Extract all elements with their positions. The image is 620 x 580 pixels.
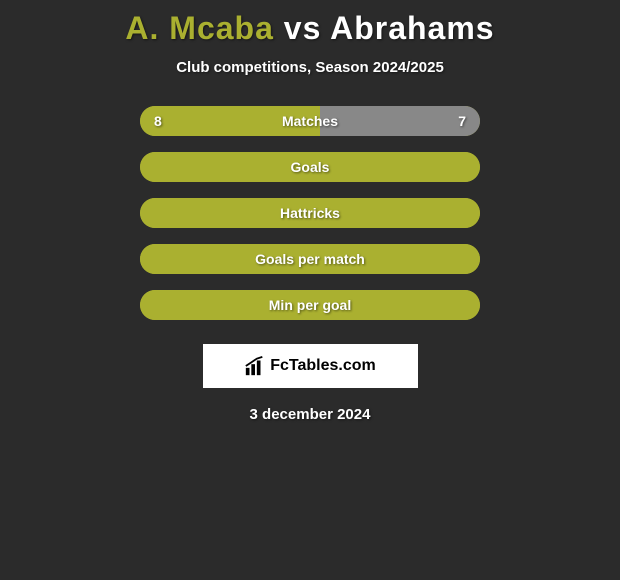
- bar-label: Matches: [282, 113, 338, 129]
- bar-value-right: 7: [458, 113, 466, 129]
- title-player1: A. Mcaba: [125, 10, 273, 46]
- banner-text: FcTables.com: [270, 357, 376, 375]
- stat-bar: 8 7 Matches: [140, 106, 480, 136]
- bar-label: Hattricks: [280, 205, 340, 221]
- bar-value-left: 8: [154, 113, 162, 129]
- stat-row: Hattricks: [140, 198, 480, 228]
- stat-bar: Goals: [140, 152, 480, 182]
- bar-label: Goals per match: [255, 251, 365, 267]
- stat-bar: Hattricks: [140, 198, 480, 228]
- subtitle: Club competitions, Season 2024/2025: [176, 59, 444, 76]
- bar-label: Min per goal: [269, 297, 351, 313]
- stat-bar: Goals per match: [140, 244, 480, 274]
- stat-row: Goals per match: [140, 244, 480, 274]
- stats-container: 8 7 Matches Goals Hattricks Goals per match Mi…: [140, 106, 480, 336]
- page-title: A. Mcaba vs Abrahams: [125, 10, 494, 47]
- banner-logo: FcTables.com: [244, 355, 376, 377]
- main-container: A. Mcaba vs Abrahams Club competitions, …: [0, 0, 620, 423]
- stat-bar: Min per goal: [140, 290, 480, 320]
- title-vs: vs: [284, 10, 322, 46]
- stat-row: 8 7 Matches: [140, 106, 480, 136]
- chart-icon: [244, 355, 266, 377]
- bar-label: Goals: [291, 159, 330, 175]
- banner: FcTables.com: [203, 344, 418, 388]
- date-text: 3 december 2024: [250, 406, 371, 423]
- stat-row: Min per goal: [140, 290, 480, 320]
- bar-right-segment: [320, 106, 480, 136]
- stat-row: Goals: [140, 152, 480, 182]
- title-player2: Abrahams: [330, 10, 495, 46]
